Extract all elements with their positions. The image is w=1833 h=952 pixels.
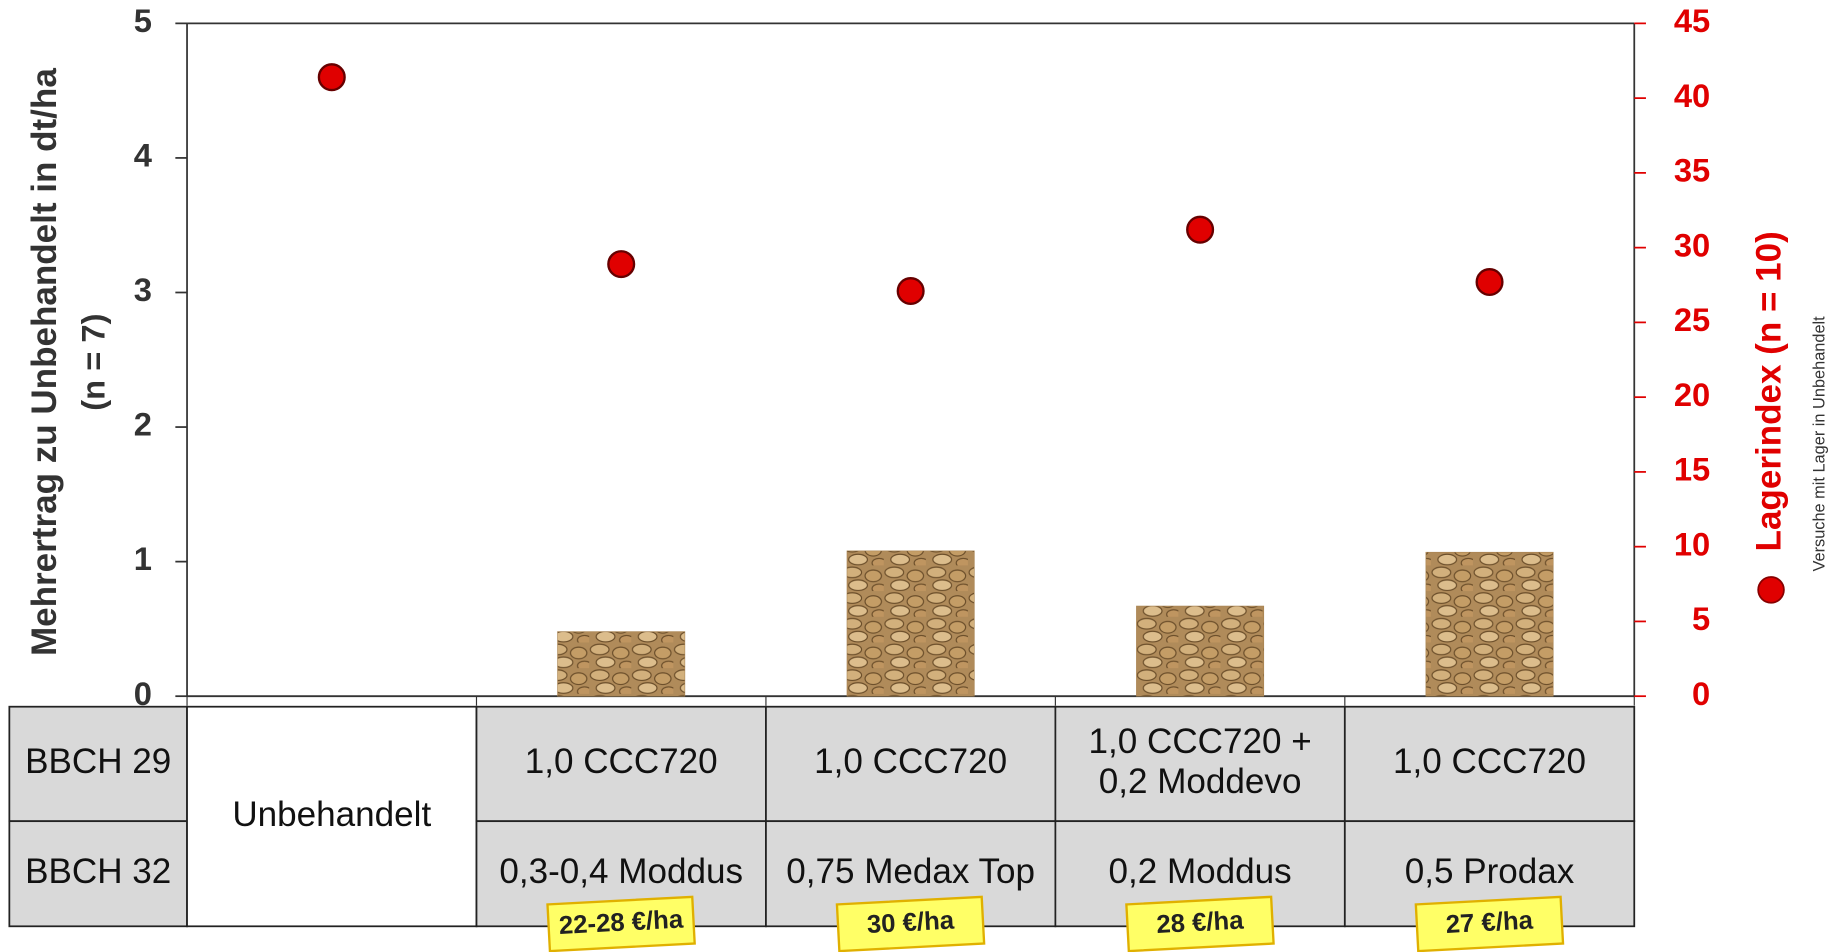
cost-tag: 30 €/ha bbox=[837, 897, 984, 951]
y2-tick-label: 30 bbox=[1674, 226, 1710, 263]
table-cell-text: 1,0 CCC720 bbox=[525, 742, 718, 781]
point bbox=[1187, 217, 1213, 243]
y2-axis-title: Lagerindex (n = 10) bbox=[1749, 231, 1788, 551]
table-cell-text: 1,0 CCC720 +0,2 Moddevo bbox=[1089, 722, 1312, 801]
y2-tick-label: 25 bbox=[1674, 301, 1710, 338]
cost-label: 27 €/ha bbox=[1445, 906, 1534, 939]
point bbox=[1477, 269, 1503, 295]
legend-marker bbox=[1758, 577, 1784, 603]
row-label: BBCH 29 bbox=[25, 742, 171, 781]
table-cell-text: Unbehandelt bbox=[232, 795, 431, 834]
bar bbox=[1426, 552, 1553, 696]
table-cell-text: 0,5 Prodax bbox=[1405, 852, 1575, 891]
y-axis-subtitle: (n = 7) bbox=[74, 314, 111, 411]
y2-tick-label: 0 bbox=[1692, 675, 1710, 712]
y2-tick-label: 40 bbox=[1674, 77, 1710, 114]
point bbox=[608, 251, 634, 277]
bar bbox=[558, 632, 685, 697]
y-tick-label: 2 bbox=[134, 406, 152, 443]
y2-tick-label: 15 bbox=[1674, 451, 1710, 488]
cost-tag: 28 €/ha bbox=[1126, 897, 1273, 951]
cost-tag: 27 €/ha bbox=[1416, 897, 1563, 951]
cost-label: 30 €/ha bbox=[866, 906, 955, 939]
note: Versuche mit Lager in Unbehandelt bbox=[1810, 316, 1828, 572]
table-cell-text: 0,75 Medax Top bbox=[786, 852, 1035, 891]
y2-tick-label: 20 bbox=[1674, 376, 1710, 413]
table-cell-text: 0,3-0,4 Moddus bbox=[499, 852, 743, 891]
y-axis-title: Mehrertrag zu Unbehandelt in dt/ha bbox=[25, 68, 64, 656]
y-tick-label: 3 bbox=[134, 271, 152, 308]
cost-label: 28 €/ha bbox=[1156, 906, 1245, 939]
cost-tag: 22-28 €/ha bbox=[547, 897, 694, 951]
bar bbox=[1136, 606, 1263, 696]
table-cell-text: 1,0 CCC720 bbox=[814, 742, 1007, 781]
bar bbox=[847, 551, 974, 696]
y-tick-label: 4 bbox=[134, 137, 153, 174]
y-tick-label: 5 bbox=[134, 2, 152, 39]
point bbox=[898, 278, 924, 304]
y2-tick-label: 5 bbox=[1692, 600, 1710, 637]
table-cell-text: 0,2 Moddus bbox=[1108, 852, 1291, 891]
table-cell-text: 1,0 CCC720 bbox=[1393, 742, 1586, 781]
row-label: BBCH 32 bbox=[25, 852, 171, 891]
chart: Mehrertrag zu Unbehandelt in dt/ha (n = … bbox=[0, 0, 1833, 952]
y2-tick-label: 45 bbox=[1674, 2, 1710, 39]
y2-tick-label: 10 bbox=[1674, 525, 1710, 562]
y2-tick-label: 35 bbox=[1674, 152, 1710, 189]
y-tick-label: 1 bbox=[134, 540, 152, 577]
point bbox=[319, 64, 345, 90]
